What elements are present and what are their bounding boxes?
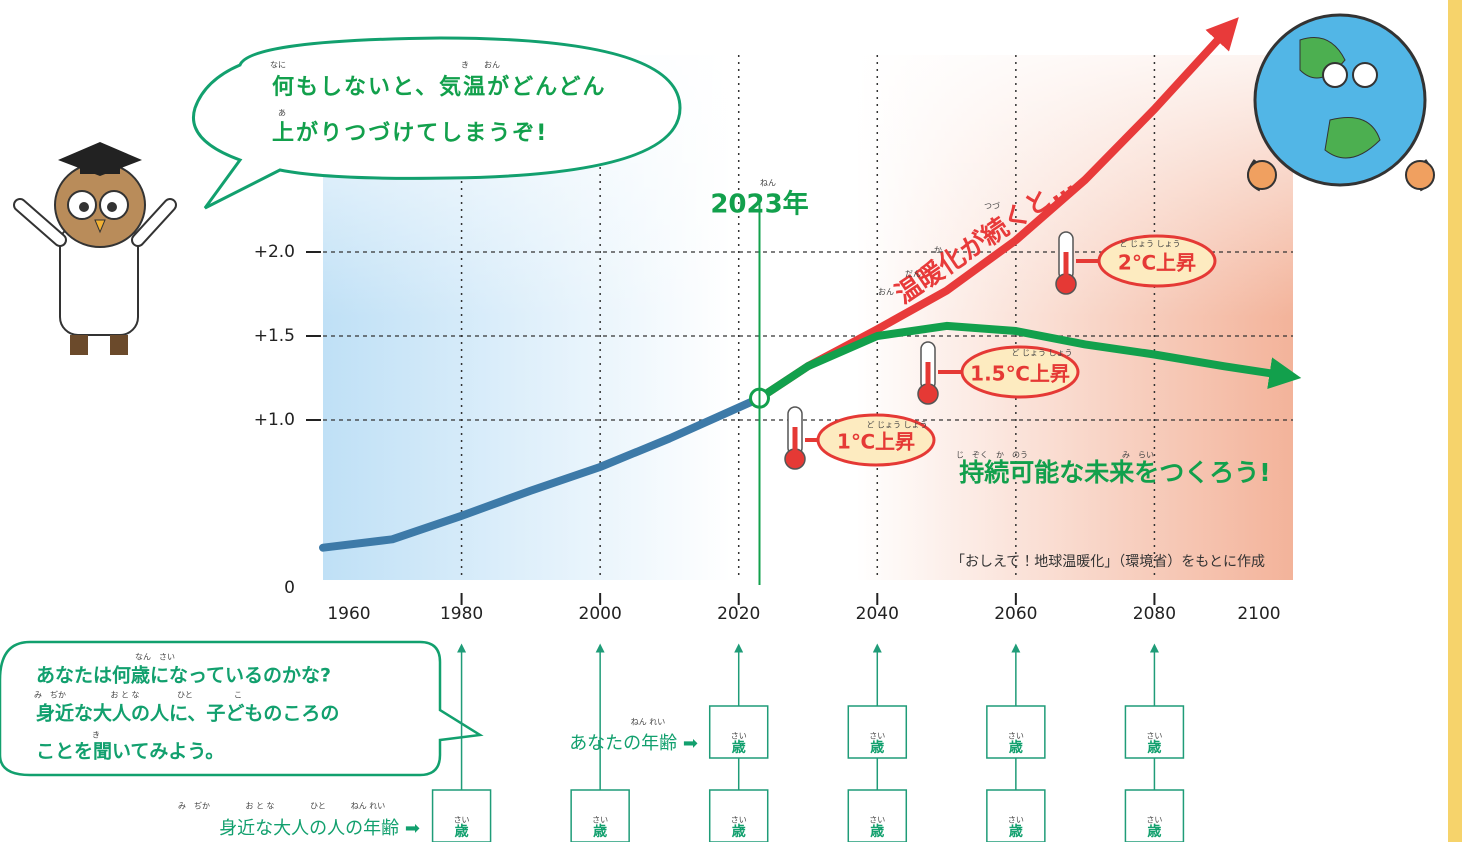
speech-text: あなたは何歳になっているのかな? xyxy=(36,664,331,687)
furigana: おん xyxy=(878,288,894,297)
x-tick-label: 1980 xyxy=(440,604,483,624)
unit: 歳 xyxy=(1009,739,1023,756)
speech-text: 何もしないと、気温がどんどん xyxy=(272,74,606,100)
row-label: 身近な大人の人の年齢 ➡ xyxy=(219,818,420,839)
furigana: み ぢか xyxy=(178,801,210,811)
furigana: こ xyxy=(234,691,242,700)
callout-text: 1℃上昇 xyxy=(837,430,915,454)
unit: 歳 xyxy=(1147,739,1161,756)
x-tick-label: 2020 xyxy=(717,604,760,624)
furigana: ねん れい xyxy=(631,718,666,727)
furigana: ひと xyxy=(177,691,193,700)
furigana: おん xyxy=(484,61,500,70)
speech-text: 身近な大人の人に、子どものころの xyxy=(36,702,339,725)
y-tick-label: +1.0 xyxy=(254,410,295,430)
furigana: なに xyxy=(270,61,286,70)
side-strip xyxy=(1448,0,1462,842)
furigana: なん さい xyxy=(135,653,175,662)
unit: 歳 xyxy=(1009,823,1023,840)
y-tick-label: 0 xyxy=(284,578,295,598)
unit: 歳 xyxy=(455,823,469,840)
furigana: ねん れい xyxy=(351,802,386,811)
furigana: み ぢか xyxy=(34,690,66,700)
unit: 歳 xyxy=(1147,823,1161,840)
unit: 歳 xyxy=(732,739,746,756)
furigana: ひと xyxy=(310,802,326,811)
furigana: ねん xyxy=(760,179,776,188)
series-label: 持続可能な未来をつくろう! xyxy=(959,458,1270,487)
marker-label: 2023年 xyxy=(710,189,808,220)
speech-text: 上がりつづけてしまうぞ! xyxy=(272,120,548,146)
furigana: つづ xyxy=(984,202,1000,211)
callout-text: 1.5℃上昇 xyxy=(970,362,1070,386)
x-tick-label: 2100 xyxy=(1237,604,1280,624)
furigana: ど じょう しょう xyxy=(1011,349,1072,358)
x-tick-label: 2040 xyxy=(856,604,899,624)
unit: 歳 xyxy=(732,823,746,840)
page: 0 +1.0 +1.5 +2.0 1960 1980 2000 2020 2040 2060 208… xyxy=(0,0,1462,842)
unit: 歳 xyxy=(593,823,607,840)
row-label: あなたの年齢 ➡ xyxy=(569,733,698,754)
furigana: き xyxy=(461,61,469,70)
unit: 歳 xyxy=(870,739,884,756)
unit: 歳 xyxy=(870,823,884,840)
furigana: ど じょう しょう xyxy=(1119,240,1180,249)
furigana: だん xyxy=(905,270,921,279)
x-tick-label: 1960 xyxy=(327,604,370,624)
furigana: か xyxy=(934,246,942,255)
furigana: お と な xyxy=(245,802,274,811)
furigana: き xyxy=(92,731,100,740)
furigana: ど じょう しょう xyxy=(866,421,927,430)
source-note: 「おしえて！地球温暖化」（環境省）をもとに作成 xyxy=(951,554,1265,570)
speech-text: ことを聞いてみよう。 xyxy=(36,741,224,763)
y-tick-label: +2.0 xyxy=(254,242,295,262)
furigana: あ xyxy=(278,109,286,118)
furigana: お と な xyxy=(110,691,139,700)
x-tick-label: 2060 xyxy=(994,604,1037,624)
x-tick-label: 2080 xyxy=(1133,604,1176,624)
x-tick-label: 2000 xyxy=(579,604,622,624)
furigana: み らい xyxy=(1122,451,1154,460)
owl-illustration xyxy=(20,142,170,355)
y-tick-label: +1.5 xyxy=(254,326,295,346)
callout-text: 2℃上昇 xyxy=(1118,251,1196,275)
furigana: じ ぞく か のう xyxy=(956,451,1028,460)
